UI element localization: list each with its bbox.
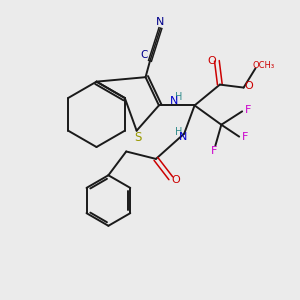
Text: O: O [172,175,181,185]
Text: H: H [175,127,182,137]
Text: F: F [211,146,217,156]
Text: N: N [156,16,165,27]
Text: N: N [178,132,187,142]
Text: N: N [169,96,178,106]
Text: F: F [245,105,251,115]
Text: OCH₃: OCH₃ [253,61,275,70]
Text: H: H [175,92,182,101]
Text: O: O [207,56,216,66]
Text: F: F [242,132,248,142]
Text: C: C [140,50,148,60]
Text: O: O [244,81,253,91]
Text: S: S [134,131,142,144]
